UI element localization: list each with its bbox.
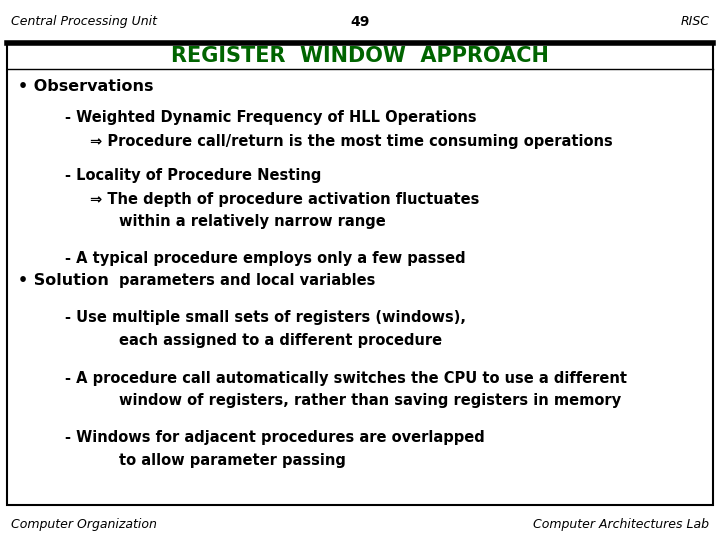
Text: within a relatively narrow range: within a relatively narrow range [119, 214, 385, 229]
Text: REGISTER  WINDOW  APPROACH: REGISTER WINDOW APPROACH [171, 46, 549, 66]
Text: to allow parameter passing: to allow parameter passing [119, 453, 346, 468]
Text: Computer Organization: Computer Organization [11, 518, 157, 531]
Text: each assigned to a different procedure: each assigned to a different procedure [119, 333, 442, 348]
Text: ⇒ The depth of procedure activation fluctuates: ⇒ The depth of procedure activation fluc… [90, 192, 480, 207]
Text: • Observations: • Observations [18, 79, 153, 94]
Text: parameters and local variables: parameters and local variables [119, 273, 375, 288]
Text: - Locality of Procedure Nesting: - Locality of Procedure Nesting [65, 168, 321, 183]
Text: window of registers, rather than saving registers in memory: window of registers, rather than saving … [119, 393, 621, 408]
Text: - A procedure call automatically switches the CPU to use a different: - A procedure call automatically switche… [65, 370, 627, 386]
Text: RISC: RISC [680, 15, 709, 28]
Text: - A typical procedure employs only a few passed: - A typical procedure employs only a few… [65, 251, 465, 266]
Text: ⇒ Procedure call/return is the most time consuming operations: ⇒ Procedure call/return is the most time… [90, 134, 613, 149]
Text: • Solution: • Solution [18, 273, 109, 288]
Text: 49: 49 [351, 15, 369, 29]
Text: - Windows for adjacent procedures are overlapped: - Windows for adjacent procedures are ov… [65, 430, 485, 445]
Text: - Use multiple small sets of registers (windows),: - Use multiple small sets of registers (… [65, 310, 466, 325]
Text: - Weighted Dynamic Frequency of HLL Operations: - Weighted Dynamic Frequency of HLL Oper… [65, 110, 477, 125]
Text: Computer Architectures Lab: Computer Architectures Lab [534, 518, 709, 531]
Text: Central Processing Unit: Central Processing Unit [11, 15, 157, 28]
